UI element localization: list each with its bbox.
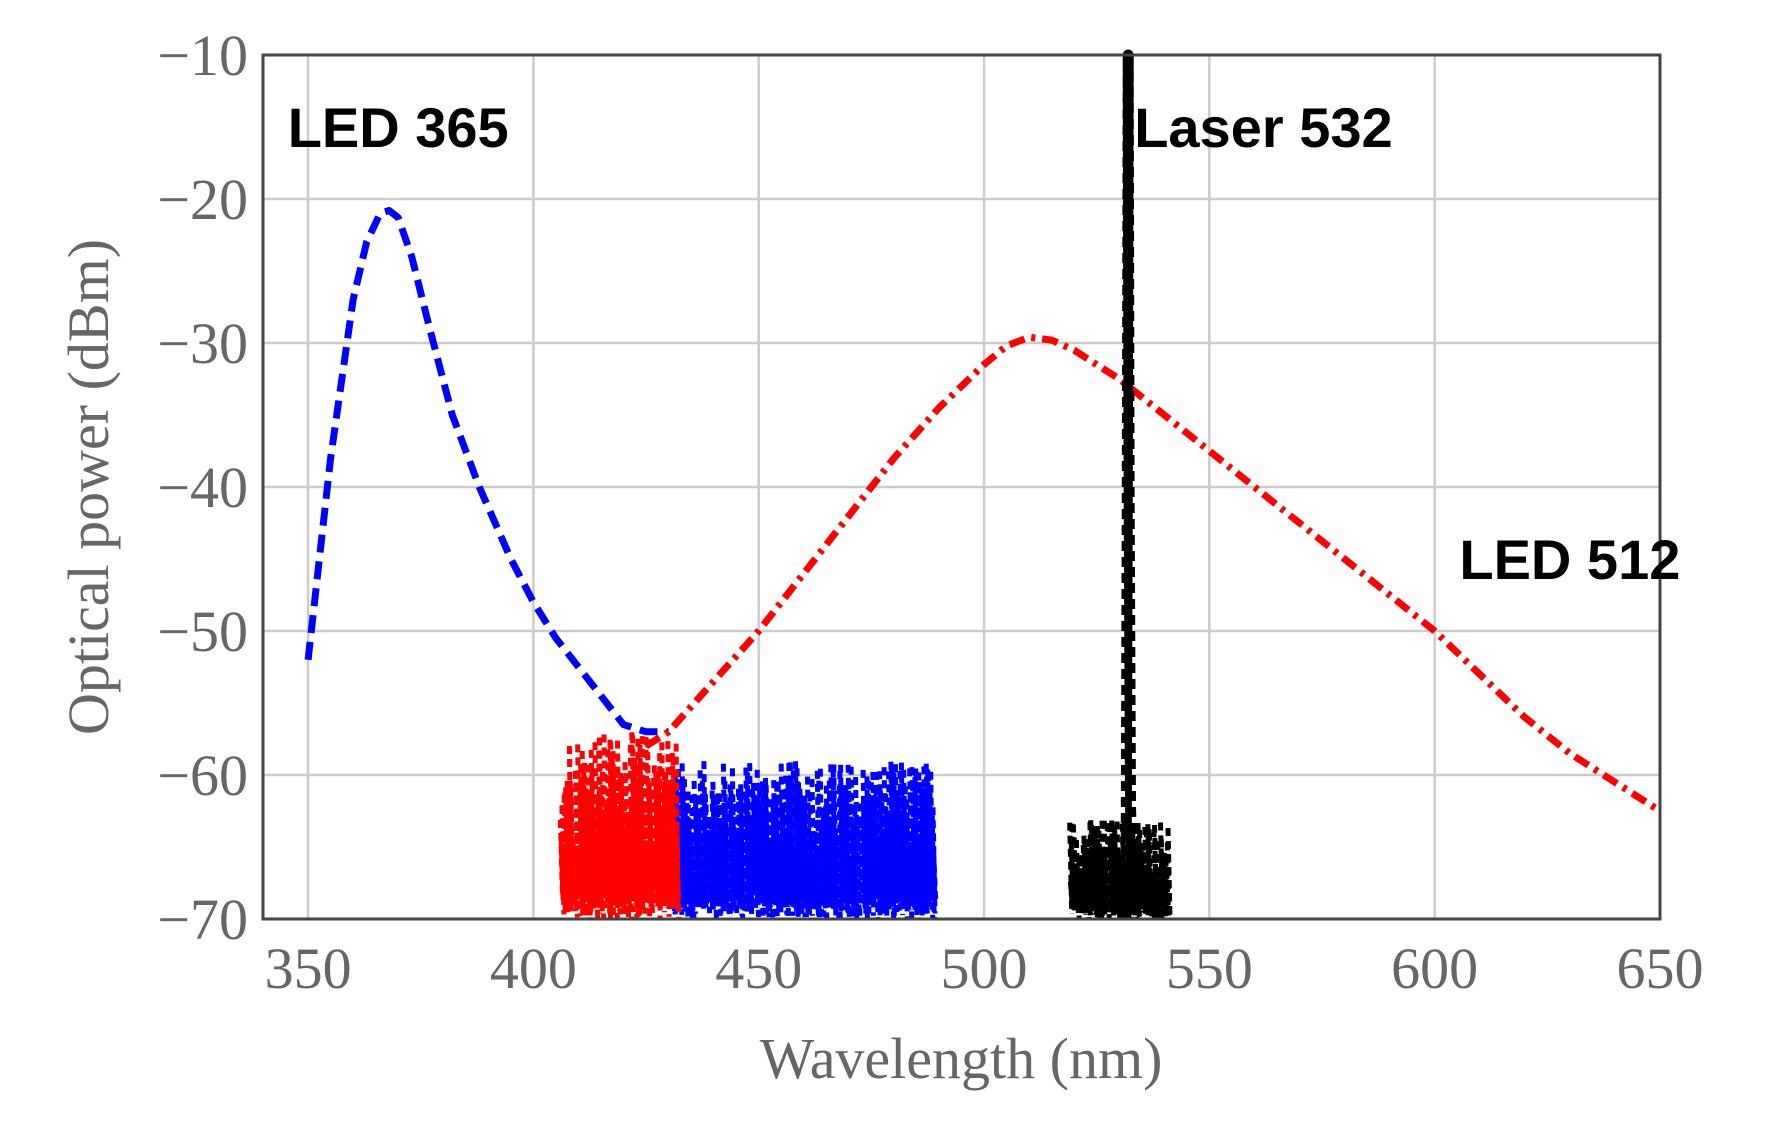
series-laser-532-noise-floor	[1067, 820, 1173, 919]
y-tick-label: −50	[157, 599, 248, 664]
series-led-512-noise-floor	[557, 732, 682, 920]
series-line	[304, 207, 669, 736]
y-tick-label: −60	[157, 743, 248, 808]
series-led-365-noise-floor	[666, 761, 939, 919]
y-tick-label: −10	[157, 23, 248, 88]
series-group	[304, 49, 1662, 920]
noise-path	[1067, 820, 1173, 919]
series-line	[1120, 49, 1139, 920]
series-led-365	[304, 207, 669, 736]
grid	[263, 53, 1662, 921]
noise-path	[666, 761, 939, 919]
x-axis-title: Wavelength (nm)	[760, 1026, 1163, 1091]
series-laser-532	[1120, 49, 1139, 920]
noise-path	[557, 732, 682, 920]
annotation-label: Laser 532	[1134, 96, 1392, 159]
y-tick-label: −70	[157, 887, 248, 952]
x-tick-label: 600	[1391, 936, 1478, 1001]
y-tick-label: −40	[157, 455, 248, 520]
y-tick-label: −20	[157, 167, 248, 232]
annotation-label: LED 512	[1459, 528, 1680, 591]
series-line	[644, 333, 1662, 814]
plot-frame	[261, 53, 1662, 921]
annotations: LED 365 Laser 532 LED 512	[288, 96, 1681, 591]
y-axis-title: Optical power (dBm)	[56, 239, 121, 735]
annotation-label: LED 365	[288, 96, 509, 159]
x-tick-label: 650	[1617, 936, 1704, 1001]
x-tick-label: 350	[265, 936, 352, 1001]
x-tick-label: 550	[1166, 936, 1253, 1001]
x-tick-label: 500	[941, 936, 1028, 1001]
tick-labels: 350 400 450 500 550 600 650 −10 −20 −30 −40 −50 −60 −…	[157, 23, 1703, 1001]
y-tick-label: −30	[157, 311, 248, 376]
x-tick-label: 450	[715, 936, 802, 1001]
x-tick-label: 400	[490, 936, 577, 1001]
